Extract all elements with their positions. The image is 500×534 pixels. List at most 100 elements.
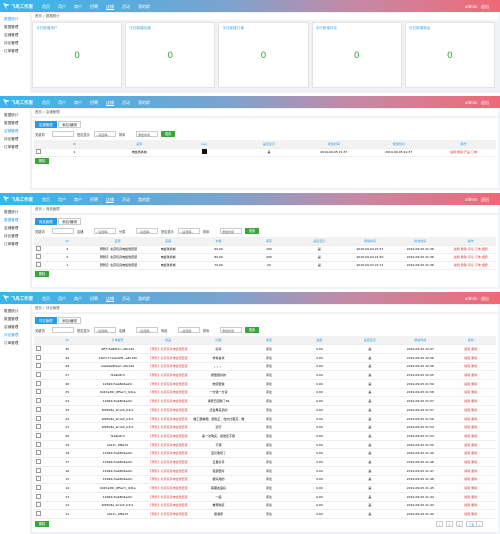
table-cell[interactable]: 编辑 删除 评论 订单 相册 [445, 261, 496, 270]
sidebar-item[interactable]: 数据统计 [4, 17, 19, 21]
nav-item[interactable]: 店铺 [106, 3, 114, 9]
sidebar-item[interactable]: 数据管理 [4, 25, 19, 29]
filter-input[interactable]: --请选择-- [94, 131, 116, 137]
nav-item[interactable]: 首页 [42, 99, 50, 105]
checkbox[interactable] [35, 458, 41, 464]
checkbox[interactable] [35, 415, 41, 421]
filter-input[interactable] [52, 327, 74, 333]
table-cell[interactable]: 编辑 删除 [445, 414, 496, 424]
nav-item[interactable]: 商户 [74, 196, 82, 202]
sidebar-item[interactable]: 数据统计 [4, 113, 19, 117]
table-cell[interactable]: 编辑 删除 [445, 440, 496, 450]
table-cell[interactable]: 编辑 删除 [445, 431, 496, 441]
user-name[interactable]: admin [465, 295, 478, 301]
nav-item[interactable]: 首页 [42, 3, 50, 9]
tab[interactable]: 评论管理 [35, 317, 57, 324]
crumb-item[interactable]: 首页 [35, 14, 42, 18]
delete-button[interactable]: 删除 [35, 520, 49, 527]
nav-item[interactable]: 用户 [58, 3, 66, 9]
nav-item[interactable]: 我的群 [138, 295, 150, 301]
nav-item[interactable]: 商户 [74, 3, 82, 9]
sidebar-item[interactable]: 订单管理 [4, 242, 19, 246]
logout[interactable]: 退出 [481, 99, 489, 105]
nav-item[interactable]: 商户 [74, 295, 82, 301]
checkbox[interactable] [35, 424, 41, 430]
table-cell[interactable]: 编辑 删除 产品 订单 [431, 148, 496, 157]
sidebar-item[interactable]: 数据统计 [4, 210, 19, 214]
user-name[interactable]: admin [465, 196, 478, 202]
filter-input[interactable]: --请选择-- [94, 327, 116, 333]
sidebar-item[interactable]: 订单管理 [4, 49, 19, 53]
table-cell[interactable]: 编辑 删除 [445, 492, 496, 502]
filter-input[interactable] [52, 131, 74, 137]
nav-item[interactable]: 活动 [122, 295, 130, 301]
table-cell[interactable]: 编辑 删除 [445, 422, 496, 433]
table-cell[interactable]: 编辑 删除 [445, 396, 496, 406]
logout[interactable]: 退出 [481, 295, 489, 301]
table-cell[interactable]: 编辑 删除 评论 订单 相册 [445, 245, 496, 254]
tab[interactable]: 添加/编辑 [58, 218, 81, 225]
sidebar-item[interactable]: 数据管理 [4, 218, 19, 222]
tab[interactable]: 店铺管理 [35, 121, 57, 128]
tab[interactable]: 商品管理 [35, 218, 57, 225]
page-link[interactable]: 2 [456, 520, 463, 527]
logout[interactable]: 退出 [481, 196, 489, 202]
nav-item[interactable]: 招聘 [90, 99, 98, 105]
crumb-item[interactable]: 首页 [35, 306, 42, 310]
filter-input[interactable]: --请选择-- [94, 228, 116, 234]
crumb-item[interactable]: 店铺管理 [45, 110, 60, 114]
checkbox[interactable] [35, 485, 41, 491]
filter-input[interactable]: 添加时间 [136, 131, 158, 137]
checkbox[interactable] [35, 406, 41, 412]
sidebar-item[interactable]: 店铺管理 [4, 226, 19, 230]
sidebar-item[interactable]: 店铺管理 [4, 325, 19, 329]
filter-input[interactable]: 添加时间 [220, 327, 242, 333]
table-cell[interactable]: 编辑 删除 [445, 388, 496, 398]
sidebar-item[interactable]: 数据统计 [4, 309, 19, 313]
page-link[interactable]: » [476, 520, 483, 527]
user-name[interactable]: admin [465, 99, 478, 105]
filter-input[interactable] [52, 228, 74, 234]
table-cell[interactable]: 编辑 删除 [445, 448, 496, 459]
checkbox[interactable] [35, 476, 41, 482]
checkbox[interactable] [35, 246, 41, 251]
table-cell[interactable]: 编辑 删除 [445, 379, 496, 389]
checkbox[interactable] [35, 502, 41, 508]
page-link[interactable]: 1 [446, 520, 453, 527]
nav-item[interactable]: 我的群 [138, 99, 150, 105]
checkbox[interactable] [35, 467, 41, 473]
nav-item[interactable]: 招聘 [90, 295, 98, 301]
filter-input[interactable]: --请选择-- [178, 228, 200, 234]
delete-button[interactable]: 删除 [35, 271, 49, 277]
sidebar-item[interactable]: 数据管理 [4, 121, 19, 125]
nav-item[interactable]: 招聘 [90, 3, 98, 9]
checkbox[interactable] [35, 450, 41, 456]
nav-item[interactable]: 首页 [42, 196, 50, 202]
sidebar-item[interactable]: 店铺管理 [4, 33, 19, 37]
table-cell[interactable]: 编辑 删除 [445, 483, 496, 493]
sidebar-item[interactable]: 店铺管理 [4, 129, 19, 133]
table-cell[interactable]: 编辑 删除 评论 订单 相册 [445, 253, 496, 262]
checkbox[interactable] [35, 354, 41, 360]
nav-item[interactable]: 用户 [58, 295, 66, 301]
checkbox[interactable] [35, 441, 41, 447]
table-cell[interactable]: 编辑 删除 [445, 370, 496, 380]
nav-item[interactable]: 首页 [42, 295, 50, 301]
crumb-item[interactable]: 商品管理 [45, 207, 60, 211]
sidebar-item[interactable]: 数据管理 [4, 317, 19, 321]
delete-button[interactable]: 删除 [35, 158, 49, 164]
nav-item[interactable]: 我的群 [138, 196, 150, 202]
table-cell[interactable]: 编辑 删除 [445, 501, 496, 511]
search-button[interactable]: 搜索 [245, 228, 259, 234]
table-cell[interactable]: 编辑 删除 [445, 457, 496, 467]
filter-input[interactable]: --请选择-- [178, 327, 200, 333]
nav-item[interactable]: 用户 [58, 196, 66, 202]
nav-item[interactable]: 店铺 [106, 99, 114, 105]
table-cell[interactable]: 编辑 删除 [445, 475, 496, 485]
table-cell[interactable]: 编辑 删除 [445, 405, 496, 415]
checkbox[interactable] [35, 398, 41, 404]
sidebar-item[interactable]: 评论管理 [4, 137, 19, 141]
checkbox[interactable] [35, 346, 41, 352]
checkbox[interactable] [35, 149, 41, 154]
checkbox[interactable] [35, 363, 41, 369]
